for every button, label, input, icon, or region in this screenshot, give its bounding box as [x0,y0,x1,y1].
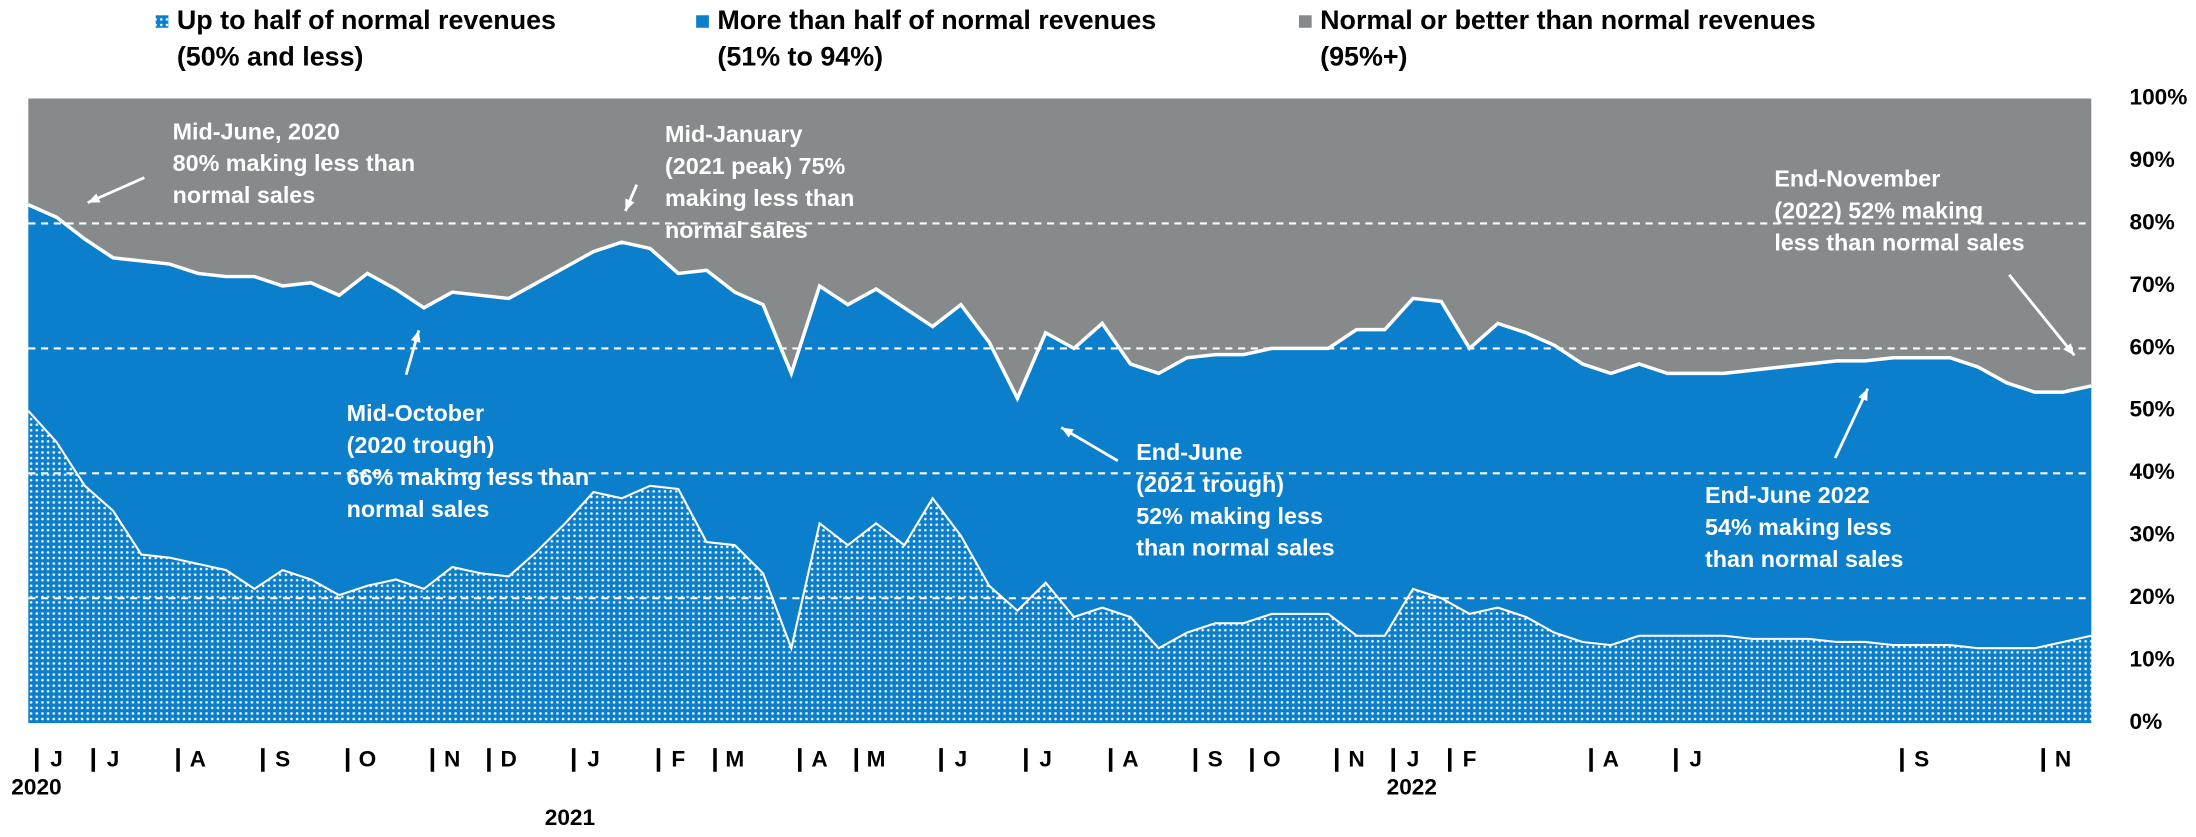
boundary-line [27,203,2092,403]
legend-swatch [155,15,169,28]
arrow-head [2063,343,2075,356]
legend-note: (51% to 94%) [717,41,883,71]
annotation: 66% making less than [347,464,589,490]
annotation: than normal sales [1705,546,1903,572]
x-tick-label: J [955,747,968,772]
x-tick-label: J [1039,747,1052,772]
arrow-head [1061,427,1074,438]
year-label: 2020 [11,774,61,799]
y-tick-label: 100% [2129,85,2187,110]
x-tick-label: O [1263,747,1281,772]
x-tick-label: M [867,747,886,772]
annotation: (2021 peak) 75% [665,153,845,179]
annotation: normal sales [173,182,316,208]
area [28,410,2092,724]
arrow-head [625,198,635,211]
annotation: making less than [665,185,854,211]
annotation: End-June 2022 [1705,482,1870,508]
y-tick-label: 30% [2129,522,2174,547]
annotation: End-June [1136,439,1242,465]
arrow-head [1858,388,1868,402]
x-tick-label: A [1122,747,1138,772]
y-tick-label: 90% [2129,147,2174,172]
annotation: End-November [1774,166,1940,192]
annotation: normal sales [347,496,490,522]
y-tick-label: 60% [2129,334,2174,359]
annotation: than normal sales [1136,535,1334,561]
y-tick-label: 50% [2129,397,2174,422]
x-tick-label: A [1603,747,1619,772]
x-tick-label: S [1914,747,1929,772]
legend-label: More than half of normal revenues [717,5,1156,35]
annotation: normal sales [665,217,808,243]
boundary-line [27,410,2092,652]
annotation: Mid-June, 2020 [173,119,340,145]
annotation: (2021 trough) [1136,471,1284,497]
x-tick-label: O [359,747,377,772]
y-tick-label: 70% [2129,272,2174,297]
x-tick-label: M [725,747,744,772]
legend-swatch [1298,15,1312,28]
annotation: Mid-October [347,400,484,426]
legend-note: (95%+) [1320,41,1407,71]
annotation: 80% making less than [173,150,415,176]
annotation-arrow [2008,273,2076,357]
x-tick-label: J [587,747,600,772]
annotation: (2022) 52% making [1774,198,1983,224]
annotation: Mid-January [665,121,803,147]
area [28,204,2092,649]
x-tick-label: S [1208,747,1223,772]
annotation: (2020 trough) [347,432,495,458]
y-tick-label: 40% [2129,459,2174,484]
x-tick-label: J [1407,747,1420,772]
x-tick-label: D [501,747,517,772]
area [28,98,2092,399]
x-tick-label: N [2055,747,2071,772]
legend-label: Normal or better than normal revenues [1320,5,1816,35]
y-tick-label: 80% [2129,210,2174,235]
annotation: 52% making less [1136,503,1323,529]
y-tick-label: 20% [2129,584,2174,609]
year-label: 2021 [545,805,595,830]
annotation: 54% making less [1705,514,1892,540]
x-tick-label: J [1689,747,1702,772]
x-tick-label: N [1348,747,1364,772]
legend-swatch [696,15,709,28]
annotation: less than normal sales [1774,230,2024,256]
year-label: 2022 [1387,774,1437,799]
x-tick-label: J [50,747,63,772]
x-tick-label: J [107,747,120,772]
x-tick-label: F [671,747,685,772]
y-tick-label: 10% [2129,647,2174,672]
legend-label: Up to half of normal revenues [177,5,556,35]
x-tick-label: S [275,747,290,772]
x-tick-label: N [444,747,460,772]
x-tick-label: F [1463,747,1477,772]
annotation-arrow [1833,388,1870,459]
arrow-head [410,330,421,343]
x-tick-label: A [190,747,206,772]
y-tick-label: 0% [2129,709,2162,734]
x-tick-label: A [811,747,827,772]
legend-note: (50% and less) [177,41,364,71]
arrow-head [87,193,101,203]
